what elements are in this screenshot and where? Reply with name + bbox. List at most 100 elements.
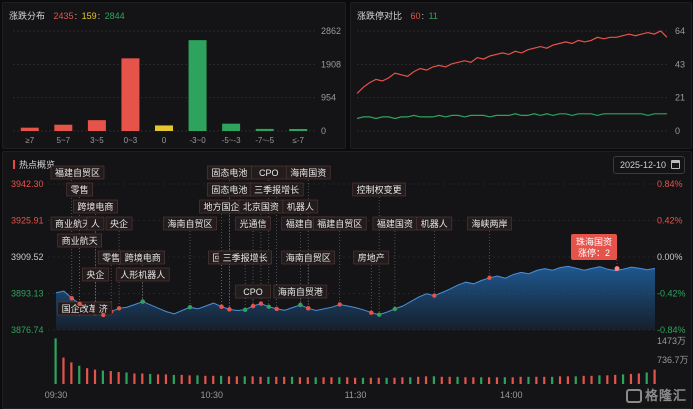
dist-y-tick: 1908 xyxy=(321,59,341,69)
limit-up-line xyxy=(356,30,668,94)
hot-y-tick-left: 3925.91 xyxy=(11,216,44,226)
vol-bar xyxy=(346,377,349,384)
hotspot-panel: 热点概览 2025-12-10 3942.30 0.84% 3925.91 0.42%… xyxy=(2,151,692,409)
hot-y-tick-right: 0.00% xyxy=(657,252,683,262)
vol-bar xyxy=(314,377,317,384)
topic-label: 零售 xyxy=(71,184,89,195)
vol-bar xyxy=(298,377,302,384)
limit-ratio-panel: 涨跌停对比 60: 11 64 43 21 0 xyxy=(350,2,692,149)
vol-bar xyxy=(188,375,191,384)
topic-label: 人 xyxy=(91,219,100,229)
vol-bar xyxy=(220,375,223,384)
topic-label: 福建自贸区 xyxy=(286,218,331,229)
topic-dot xyxy=(250,303,256,309)
hot-area-fill xyxy=(56,266,655,330)
distribution-bar-chart: 2862 1908 954 0 ≥7 5~7 3~5 0~3 0 -3~0 -5~-3 -7~-5 ≤-… xyxy=(13,26,341,145)
vol-tick: 736.7万 xyxy=(657,355,689,365)
dist-bar xyxy=(155,125,173,131)
vol-bar xyxy=(409,377,412,384)
vol-bar xyxy=(125,372,128,384)
watermark: 格隆汇 xyxy=(625,385,687,404)
topic-label: 海南自贸区 xyxy=(167,218,212,229)
vol-bar xyxy=(543,376,546,384)
distribution-panel: 涨跌分布 2435: 159: 2844 2862 1908 954 0 ≥7 5~7 3~… xyxy=(2,2,346,149)
dist-x-tick: ≥7 xyxy=(25,136,34,145)
highlight-label: 珠海国资 xyxy=(576,236,612,247)
hot-x-tick: 09:30 xyxy=(45,390,68,400)
topic-label: 海南自贸区 xyxy=(286,252,331,263)
topic-label-box xyxy=(312,216,367,231)
topic-label-box xyxy=(120,250,165,265)
vol-bar xyxy=(393,377,396,384)
topic-label-box xyxy=(235,284,271,299)
dist-y-tick: 954 xyxy=(321,93,336,103)
limit-up-count: 60 xyxy=(410,11,421,21)
limit-y-tick: 21 xyxy=(675,93,685,103)
topic-label-box xyxy=(281,250,336,265)
vol-bar xyxy=(172,374,175,384)
vol-bar xyxy=(598,375,601,384)
topic-label: 海南自贸港 xyxy=(278,286,323,297)
topic-label: 机器人 xyxy=(421,218,448,229)
vol-bar xyxy=(653,369,656,384)
vol-bar xyxy=(637,373,640,384)
hot-y-tick-left: 3909.52 xyxy=(11,252,44,262)
dist-bar xyxy=(255,128,274,131)
vol-bar xyxy=(369,377,372,384)
vol-bar xyxy=(196,375,199,384)
topic-label-box xyxy=(66,182,93,197)
vol-bar xyxy=(117,372,120,384)
vol-bar xyxy=(54,338,57,384)
limit-down-count: 11 xyxy=(428,11,438,21)
dist-x-tick: -7~-5 xyxy=(255,136,274,145)
topic-label: 济 xyxy=(99,303,108,314)
vol-bar xyxy=(70,362,73,384)
limit-down-line xyxy=(356,113,667,120)
topic-label: 三季报增长 xyxy=(254,184,299,195)
dist-x-tick: 0 xyxy=(162,136,167,145)
vol-bar xyxy=(227,376,231,384)
vol-bar xyxy=(78,365,81,384)
topic-label-box xyxy=(467,216,512,231)
dist-x-tick: -5~-3 xyxy=(222,136,241,145)
topic-label-box xyxy=(163,216,217,231)
topic-label: 央企 xyxy=(86,269,104,280)
sep-3: : xyxy=(421,11,425,21)
topic-label: 固态电池 xyxy=(211,167,247,178)
topic-label: 商业航天 xyxy=(62,235,98,246)
vol-bar xyxy=(558,376,562,384)
dist-y-tick: 2862 xyxy=(321,26,341,36)
topic-dot xyxy=(258,301,264,306)
vol-bar xyxy=(361,377,365,384)
topic-label-box xyxy=(285,165,331,180)
hot-y-tick-right: -0.42% xyxy=(657,289,686,299)
topic-label-box xyxy=(416,216,453,231)
topic-label: 光通信 xyxy=(240,218,267,229)
dist-x-tick: 3~5 xyxy=(90,136,104,145)
topic-dot xyxy=(140,299,145,304)
limit-ratio-line-chart: 64 43 21 0 xyxy=(356,26,685,136)
topic-dot xyxy=(274,306,279,312)
vol-bar xyxy=(629,373,633,384)
vol-bar xyxy=(133,373,136,384)
vol-bar xyxy=(385,377,388,384)
topic-label: 福建国资 xyxy=(377,218,413,229)
topic-label: 海峡两岸 xyxy=(471,218,507,229)
topic-label: 固态电池 xyxy=(211,184,247,195)
topic-label-box xyxy=(273,284,328,299)
topic-label: 三季报增长 xyxy=(223,252,268,263)
topic-label: 海南国资 xyxy=(290,167,326,178)
topic-dot xyxy=(376,312,382,317)
topic-dot xyxy=(77,301,82,307)
dist-x-tick: -3~0 xyxy=(189,136,206,145)
vol-bar xyxy=(267,376,270,384)
date-text: 2025-12-10 xyxy=(619,160,666,170)
vol-bar xyxy=(141,373,144,384)
topic-dot xyxy=(432,293,437,298)
date-picker[interactable]: 2025-12-10 xyxy=(612,156,685,174)
vol-bar xyxy=(566,376,570,384)
vol-bar xyxy=(574,376,577,384)
vol-bar xyxy=(401,377,404,384)
topic-label-box xyxy=(249,182,304,197)
vol-bar xyxy=(448,376,451,384)
